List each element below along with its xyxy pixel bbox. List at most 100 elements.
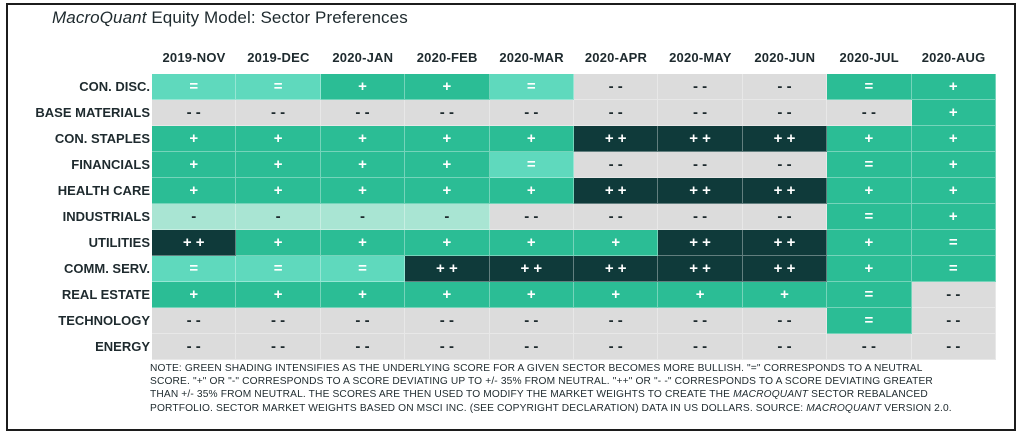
column-header: 2020-MAY: [669, 50, 732, 65]
heatmap-cell: - -: [658, 334, 743, 360]
heatmap-cell: =: [320, 256, 406, 282]
heatmap-cell: +: [236, 230, 321, 256]
heatmap-cell: +: [827, 230, 912, 256]
column-header: 2020-AUG: [921, 50, 986, 65]
footnote-brand: MACROQUANT: [806, 402, 882, 414]
heatmap-cell: +: [405, 152, 490, 178]
heatmap-cell: - -: [827, 334, 912, 360]
heatmap-cell: +: [320, 126, 406, 152]
heatmap-cell: +: [489, 230, 574, 256]
heatmap-grid: = = + + = - -- -- - = + - -- -- -- -- -- -- -- -…: [152, 74, 996, 360]
title-brand: MacroQuant: [52, 8, 147, 27]
footnote-line-2: SCORE. "+" OR "-" CORRESPONDS TO A SCORE…: [150, 376, 933, 388]
heatmap-cell: - -: [742, 334, 828, 360]
heatmap-cell: + +: [152, 230, 237, 256]
heatmap-cell: - -: [911, 308, 996, 334]
row-label: BASE MATERIALS: [35, 105, 150, 120]
heatmap-cell: =: [152, 74, 237, 100]
heatmap-cell: + +: [405, 256, 490, 282]
heatmap-cell: - -: [658, 308, 743, 334]
heatmap-cell: - -: [911, 282, 996, 308]
heatmap-cell: =: [827, 204, 912, 230]
heatmap-cell: + +: [574, 178, 659, 204]
heatmap-cell: +: [320, 152, 406, 178]
heatmap-cell: +: [405, 74, 490, 100]
heatmap-cell: - -: [489, 334, 574, 360]
heatmap-cell: - -: [320, 334, 406, 360]
heatmap-cell: - -: [658, 74, 743, 100]
footnote-text: VERSION 2.0.: [881, 402, 952, 414]
heatmap-cell: - -: [489, 204, 574, 230]
footnote-text: PORTFOLIO. SECTOR MARKET WEIGHTS BASED O…: [150, 402, 807, 414]
heatmap-cell: - -: [574, 152, 659, 178]
row-label: TECHNOLOGY: [58, 313, 150, 328]
heatmap-cell: +: [574, 230, 659, 256]
heatmap-cell: - -: [489, 100, 574, 126]
heatmap-cell: =: [911, 230, 996, 256]
heatmap-cell: - -: [152, 334, 237, 360]
heatmap-cell: - -: [574, 100, 659, 126]
heatmap-cell: + +: [658, 230, 743, 256]
heatmap-cell: + +: [574, 256, 659, 282]
row-label: INDUSTRIALS: [62, 209, 150, 224]
heatmap-cell: - -: [405, 334, 490, 360]
heatmap-cell: +: [911, 152, 996, 178]
chart-title: MacroQuant Equity Model: Sector Preferen…: [52, 8, 408, 28]
heatmap-cell: +: [236, 126, 321, 152]
row-label: HEALTH CARE: [57, 183, 150, 198]
heatmap-cell: - -: [574, 334, 659, 360]
heatmap-cell: +: [405, 282, 490, 308]
heatmap-cell: + +: [742, 178, 828, 204]
row-label: FINANCIALS: [71, 157, 150, 172]
heatmap-cell: - -: [489, 308, 574, 334]
heatmap-cell: -: [236, 204, 321, 230]
heatmap-cell: +: [489, 282, 574, 308]
heatmap-cell: - -: [152, 100, 237, 126]
column-header: 2020-JAN: [332, 50, 394, 65]
heatmap-cell: =: [489, 74, 574, 100]
row-label: REAL ESTATE: [61, 287, 150, 302]
heatmap-cell: - -: [574, 74, 659, 100]
title-rest: Equity Model: Sector Preferences: [146, 8, 408, 27]
row-label: COMM. SERV.: [64, 261, 150, 276]
heatmap-cell: - -: [236, 100, 321, 126]
heatmap-cell: + +: [742, 230, 828, 256]
heatmap-cell: -: [152, 204, 237, 230]
column-header: 2020-MAR: [499, 50, 564, 65]
heatmap-cell: +: [658, 282, 743, 308]
column-header: 2020-APR: [584, 50, 648, 65]
heatmap-cell: =: [152, 256, 237, 282]
heatmap-cell: - -: [658, 152, 743, 178]
heatmap-cell: +: [405, 126, 490, 152]
heatmap-cell: - -: [236, 308, 321, 334]
heatmap-cell: +: [742, 282, 828, 308]
heatmap-cell: -: [405, 204, 490, 230]
heatmap-cell: +: [405, 230, 490, 256]
heatmap-cell: +: [574, 282, 659, 308]
heatmap-cell: =: [827, 74, 912, 100]
heatmap-cell: +: [236, 178, 321, 204]
heatmap-cell: - -: [742, 100, 828, 126]
heatmap-cell: +: [320, 74, 406, 100]
heatmap-cell: - -: [320, 100, 406, 126]
heatmap-cell: +: [489, 178, 574, 204]
row-label: CON. DISC.: [79, 79, 150, 94]
heatmap-cell: +: [911, 178, 996, 204]
footnote-line-1: NOTE: GREEN SHADING INTENSIFIES AS THE U…: [150, 363, 923, 374]
column-header: 2019-DEC: [247, 50, 310, 65]
column-headers: 2019-NOV 2019-DEC 2020-JAN 2020-FEB 2020-MAR…: [152, 50, 996, 70]
heatmap-cell: =: [911, 256, 996, 282]
heatmap-cell: =: [236, 74, 321, 100]
heatmap-cell: + +: [489, 256, 574, 282]
heatmap-cell: - -: [911, 334, 996, 360]
column-header: 2020-JUN: [754, 50, 816, 65]
heatmap-cell: +: [236, 282, 321, 308]
heatmap-cell: +: [911, 74, 996, 100]
heatmap-cell: - -: [236, 334, 321, 360]
heatmap-cell: + +: [574, 126, 659, 152]
heatmap-cell: + +: [658, 178, 743, 204]
footnote-line-4: PORTFOLIO. SECTOR MARKET WEIGHTS BASED O…: [150, 402, 1000, 415]
footnote-text: SECTOR REBALANCED: [808, 389, 928, 401]
row-label: UTILITIES: [88, 235, 150, 250]
heatmap-cell: - -: [405, 100, 490, 126]
